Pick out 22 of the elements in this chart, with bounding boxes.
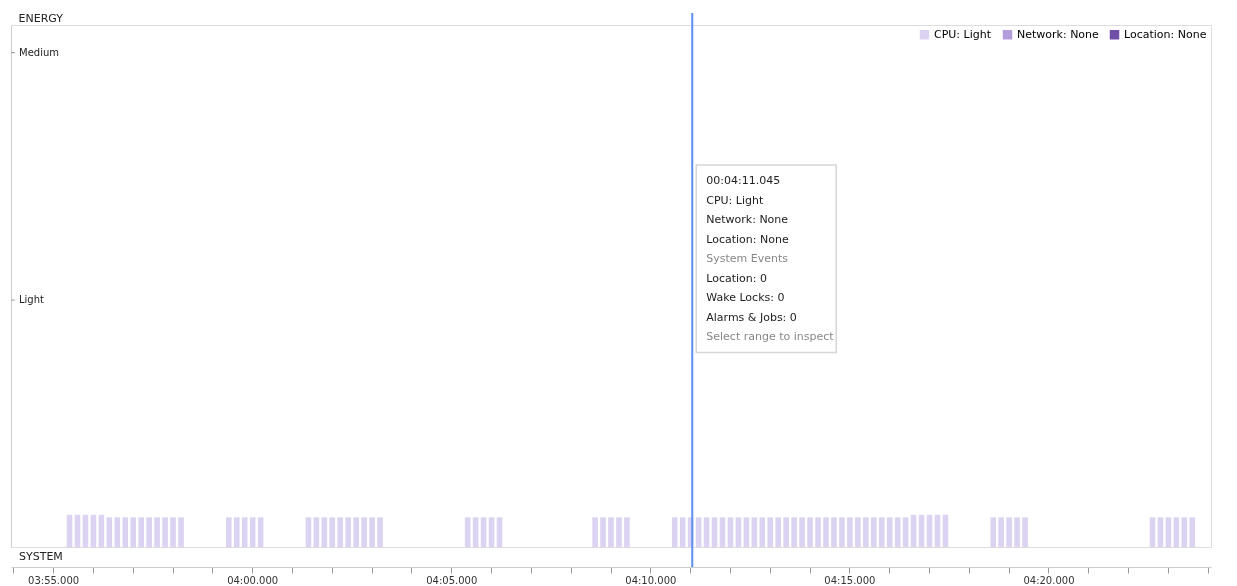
text: SYSTEM (19, 550, 63, 563)
x-tick-label: 04:05.000 (426, 574, 478, 586)
legend-label: Network: None (1017, 27, 1100, 41)
x-tick-label: 03:55.000 (28, 574, 80, 586)
legend-label: CPU: Light (934, 27, 992, 41)
x-tick-label: 04:10.000 (625, 574, 677, 586)
text: Network: None (706, 213, 789, 226)
text: Alarms & Jobs: 0 (706, 310, 797, 324)
text: Wake Locks: 0 (706, 291, 785, 304)
legend-label: Location: None (1124, 27, 1207, 41)
text: CPU: Light (706, 193, 764, 207)
x-tick-label: 04:15.000 (824, 574, 876, 586)
text: 00:04:11.045 (706, 174, 781, 187)
x-tick-label: 04:20.000 (1023, 574, 1075, 586)
text: System Events (706, 252, 789, 265)
text: Medium (19, 46, 59, 58)
text: Location: 0 (706, 271, 767, 285)
text: Select range to inspect (706, 330, 835, 343)
text: Light (19, 294, 45, 306)
chart-title: ENERGY (18, 12, 64, 25)
text: Location: None (706, 232, 789, 246)
x-tick-label: 04:00.000 (227, 574, 279, 586)
